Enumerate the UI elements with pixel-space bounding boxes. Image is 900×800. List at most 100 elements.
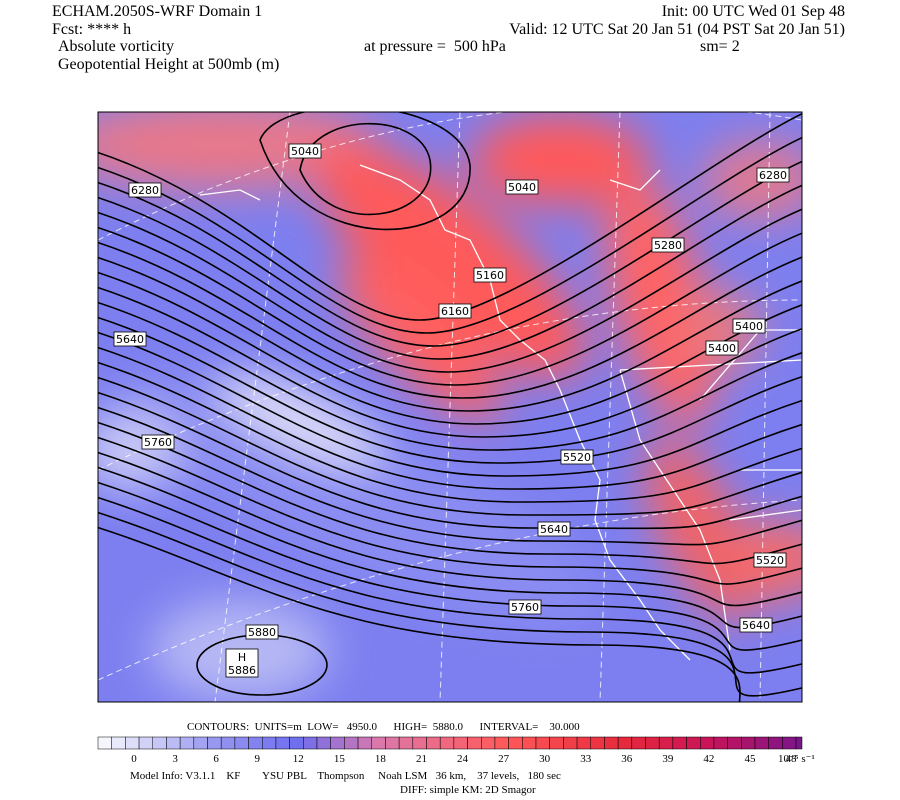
contour-line xyxy=(98,466,802,629)
smoothing: sm= 2 xyxy=(700,38,740,55)
contour-line xyxy=(98,208,802,373)
pressure: at pressure = 500 hPa xyxy=(364,38,506,55)
contour-label-box xyxy=(473,267,507,283)
contour-line xyxy=(98,301,802,451)
contour-line xyxy=(98,184,802,360)
colorbar-tick-label: 48 xyxy=(786,753,798,765)
contour-line xyxy=(98,346,802,490)
colorbar-box xyxy=(645,736,660,750)
colorbar-box xyxy=(686,736,701,750)
colorbar-box xyxy=(426,736,441,750)
contour-line xyxy=(98,136,802,334)
latitude-line xyxy=(98,299,802,471)
contour-line xyxy=(98,481,802,651)
colorbar-box xyxy=(220,736,236,750)
contour-line xyxy=(98,271,802,425)
field-blob xyxy=(605,173,715,427)
contour-line xyxy=(98,376,802,516)
longitude-line xyxy=(214,112,291,702)
colorbar-box xyxy=(658,736,674,750)
contour-label-box xyxy=(508,599,542,615)
contour-line xyxy=(98,391,802,530)
contour-label-box xyxy=(505,179,539,195)
colorbar-tick-label: 27 xyxy=(498,753,510,765)
colorbar-tick-label: 21 xyxy=(416,753,427,765)
field-blob xyxy=(98,112,380,190)
contour-line xyxy=(98,112,802,321)
colorbar-box xyxy=(467,736,482,750)
colorbar-tick-label: 30 xyxy=(539,753,551,765)
colorbar-box xyxy=(125,736,140,750)
colorbar-box xyxy=(590,736,605,750)
colorbar-box xyxy=(152,736,167,750)
longitude-line xyxy=(599,112,621,702)
colorbar-box xyxy=(193,736,208,750)
colorbar-tick-label: 42 xyxy=(703,753,714,765)
contour-info: CONTOURS: UNITS=m LOW= 4950.0 HIGH= 5880… xyxy=(187,721,580,733)
contour-label: 6280 xyxy=(131,184,159,197)
colorbar-box xyxy=(207,736,222,750)
colorbar-tick-label: 0 xyxy=(131,753,137,765)
colorbar-box xyxy=(713,736,728,750)
contour-label: 5760 xyxy=(511,601,539,614)
coastline xyxy=(359,164,691,661)
longitude-line xyxy=(759,112,771,702)
contour-line xyxy=(98,160,802,347)
contour-label: 5760 xyxy=(144,436,172,449)
colorbar-tick-label: 15 xyxy=(334,753,346,765)
colorbar-box xyxy=(385,736,400,750)
contour-line xyxy=(98,511,802,697)
contour-label: 5040 xyxy=(291,145,319,158)
diff-info: DIFF: simple KM: 2D Smagor xyxy=(400,784,536,796)
contour-line xyxy=(98,361,802,503)
colorbar-tick-label: 3 xyxy=(172,753,178,765)
map xyxy=(98,112,802,702)
contour-label-box xyxy=(245,624,279,640)
colorbar-box xyxy=(289,736,304,750)
contour-line xyxy=(98,421,802,565)
colorbar-unit: 10⁻⁵ s⁻¹ xyxy=(778,753,815,765)
colorbar-box xyxy=(768,736,783,750)
latitude-line xyxy=(98,499,802,681)
colorbar-box xyxy=(357,736,372,750)
colorbar-box xyxy=(316,736,331,750)
contour-line xyxy=(98,406,802,546)
forecast: Fcst: **** h xyxy=(52,21,131,38)
colorbar-box xyxy=(412,736,427,750)
colorbar-box xyxy=(179,736,195,750)
contour-label-box xyxy=(128,182,162,198)
colorbar-box xyxy=(631,736,646,750)
colorbar-box xyxy=(617,736,633,750)
contours xyxy=(98,112,802,702)
field-name: Geopotential Height at 500mb (m) xyxy=(58,56,279,73)
colorbar-box xyxy=(549,736,564,750)
colorbar-box xyxy=(97,736,112,750)
contour-line xyxy=(98,496,802,674)
longitude-line xyxy=(439,112,461,702)
border xyxy=(619,329,802,651)
contour-labels: 5040 6280 5040 6280 5280 5160 6160 5640 5400 5400… xyxy=(113,143,790,678)
colorbar-box xyxy=(275,736,290,750)
contour-label: 5640 xyxy=(116,333,144,346)
coastlines xyxy=(199,164,802,661)
colorbar-box xyxy=(398,736,414,750)
contour-label: 5640 xyxy=(742,619,770,632)
colorbar-box xyxy=(563,736,578,750)
contour-label: 5040 xyxy=(508,181,536,194)
colorbar-box xyxy=(234,736,249,750)
colorbar-box xyxy=(248,736,263,750)
high-value: 5886 xyxy=(228,664,256,677)
colorbar-box xyxy=(303,736,318,750)
contour-line xyxy=(98,526,741,702)
contour-line xyxy=(98,331,802,477)
colorbar-box xyxy=(741,736,756,750)
colorbar-box xyxy=(508,736,523,750)
contour-label-box xyxy=(288,143,322,159)
graticule xyxy=(98,112,802,702)
contour-label: 5160 xyxy=(476,269,504,282)
contour-label-box xyxy=(732,318,766,334)
contour-line xyxy=(98,241,802,399)
contour-label: 5280 xyxy=(654,239,682,252)
colorbar-box xyxy=(453,736,468,750)
